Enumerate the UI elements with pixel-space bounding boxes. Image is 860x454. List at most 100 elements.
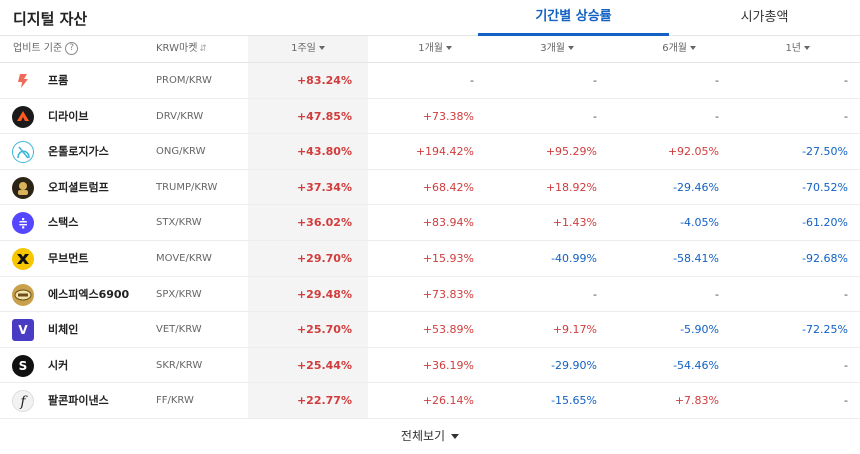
year1-header[interactable]: 1년 [736, 36, 810, 62]
coin-name[interactable]: 무브먼트 [48, 251, 89, 265]
month6-change: -4.05% [680, 216, 719, 230]
coin-market: VET/KRW [156, 324, 202, 336]
year1-header-label: 1년 [785, 43, 801, 54]
month6-change: - [715, 109, 719, 123]
coin-name[interactable]: 팔콘파이낸스 [48, 394, 109, 408]
help-icon[interactable]: ? [65, 41, 79, 55]
week1-change: +29.48% [296, 287, 352, 301]
month3-change: - [593, 74, 597, 87]
week1-change: +83.24% [296, 74, 352, 87]
month1-change: +15.93% [422, 251, 474, 265]
table-row[interactable]: 디라이브 DRV/KRW +47.85% +73.38% - - - [0, 99, 860, 135]
view-all-button[interactable]: 전체보기 [0, 419, 860, 454]
basis-text: 업비트 기준 [13, 43, 63, 54]
month3-change: +18.92% [545, 180, 597, 194]
coin-market: FF/KRW [156, 395, 194, 407]
svg-text:f: f [19, 394, 28, 410]
month1-change: +68.42% [422, 180, 474, 194]
coin-market: MOVE/KRW [156, 252, 212, 264]
month6-header[interactable]: 6개월 [614, 36, 696, 62]
header-divider [0, 35, 478, 36]
month3-change: -15.65% [551, 394, 597, 408]
month3-change: - [593, 287, 597, 301]
week1-header-label: 1주일 [291, 43, 316, 54]
ff-icon: f [12, 390, 34, 413]
column-header: 업비트 기준? KRW마켓 ⇵ 1주일 1개월 3개월 6개월 1년 [0, 36, 860, 63]
month3-change: - [593, 109, 597, 123]
basis-label: 업비트 기준? [13, 36, 79, 62]
month6-change: - [715, 74, 719, 87]
trump-icon [12, 176, 34, 199]
year1-change: -70.52% [802, 180, 848, 194]
year1-change: -27.50% [802, 145, 848, 159]
coin-name[interactable]: 스택스 [48, 216, 79, 230]
month6-header-label: 6개월 [662, 43, 687, 54]
month6-change: - [715, 287, 719, 301]
week1-column-highlight [248, 63, 368, 419]
coin-name[interactable]: 비체인 [48, 323, 79, 337]
coin-market: SKR/KRW [156, 359, 203, 371]
sort-arrows-icon: ⇵ [199, 44, 207, 54]
caret-down-icon [568, 46, 574, 50]
coin-name[interactable]: 프롬 [48, 74, 69, 87]
skr-icon: S [12, 354, 34, 377]
vet-icon: V [12, 319, 34, 342]
coin-name[interactable]: 디라이브 [48, 109, 89, 123]
year1-change: - [844, 358, 848, 372]
coin-name[interactable]: 시커 [48, 358, 69, 372]
month6-change: +92.05% [667, 145, 719, 159]
month1-header[interactable]: 1개월 [370, 36, 452, 62]
year1-change: -92.68% [802, 251, 848, 265]
spx-icon [12, 283, 34, 306]
coin-name[interactable]: 오피셜트럼프 [48, 180, 109, 194]
tab-market-cap[interactable]: 시가총액 [669, 0, 860, 36]
coin-name[interactable]: 온톨로지가스 [48, 145, 109, 159]
table-row[interactable]: V 비체인 VET/KRW +25.70% +53.89% +9.17% -5.90% -72… [0, 312, 860, 348]
caret-down-icon [804, 46, 810, 50]
month6-change: +7.83% [674, 394, 719, 408]
month3-change: -29.90% [551, 358, 597, 372]
table-row[interactable]: 에스피엑스6900 SPX/KRW +29.48% +73.83% - - - [0, 277, 860, 313]
month1-change: +194.42% [415, 145, 474, 159]
table-row[interactable]: 프롬 PROM/KRW +83.24% - - - - [0, 63, 860, 99]
tab-period-gain[interactable]: 기간별 상승률 [478, 0, 669, 36]
table-row[interactable]: S 시커 SKR/KRW +25.44% +36.19% -29.90% -54.46% - [0, 348, 860, 384]
page-title: 디지털 자산 [13, 10, 88, 28]
week1-change: +37.34% [296, 180, 352, 194]
table-row[interactable]: ≑ 스택스 STX/KRW +36.02% +83.94% +1.43% -4.05% -61… [0, 205, 860, 241]
month3-header[interactable]: 3개월 [492, 36, 574, 62]
year1-change: - [844, 74, 848, 87]
stx-icon: ≑ [12, 212, 34, 235]
year1-change: - [844, 287, 848, 301]
header: 디지털 자산 기간별 상승률 시가총액 [0, 0, 860, 36]
table-row[interactable]: 온톨로지가스 ONG/KRW +43.80% +194.42% +95.29% +92.0… [0, 134, 860, 170]
month3-change: +9.17% [552, 323, 597, 337]
month1-change: +73.83% [422, 287, 474, 301]
coin-name[interactable]: 에스피엑스6900 [48, 287, 130, 301]
year1-change: -72.25% [802, 323, 848, 337]
week1-change: +43.80% [296, 145, 352, 159]
month1-change: +26.14% [422, 394, 474, 408]
move-icon [12, 247, 34, 270]
ong-icon [12, 141, 34, 164]
month1-change: +83.94% [422, 216, 474, 230]
week1-change: +25.70% [296, 323, 352, 337]
caret-down-icon [446, 46, 452, 50]
month6-change: -29.46% [673, 180, 719, 194]
month1-change: +73.38% [422, 109, 474, 123]
table-row[interactable]: 무브먼트 MOVE/KRW +29.70% +15.93% -40.99% -58.41%… [0, 241, 860, 277]
month1-change: - [470, 74, 474, 87]
table-row[interactable]: f 팔콘파이낸스 FF/KRW +22.77% +26.14% -15.65% +7.83%… [0, 383, 860, 419]
month3-change: +1.43% [552, 216, 597, 230]
market-sort-header[interactable]: KRW마켓 ⇵ [156, 36, 207, 62]
month3-header-label: 3개월 [540, 43, 565, 54]
month1-header-label: 1개월 [418, 43, 443, 54]
year1-change: - [844, 394, 848, 408]
coin-market: DRV/KRW [156, 110, 204, 122]
week1-change: +22.77% [296, 394, 352, 408]
month6-change: -58.41% [673, 251, 719, 265]
table-row[interactable]: 오피셜트럼프 TRUMP/KRW +37.34% +68.42% +18.92% -29.… [0, 170, 860, 206]
week1-change: +47.85% [296, 109, 352, 123]
week1-header[interactable]: 1주일 [248, 36, 368, 62]
year1-change: - [844, 109, 848, 123]
